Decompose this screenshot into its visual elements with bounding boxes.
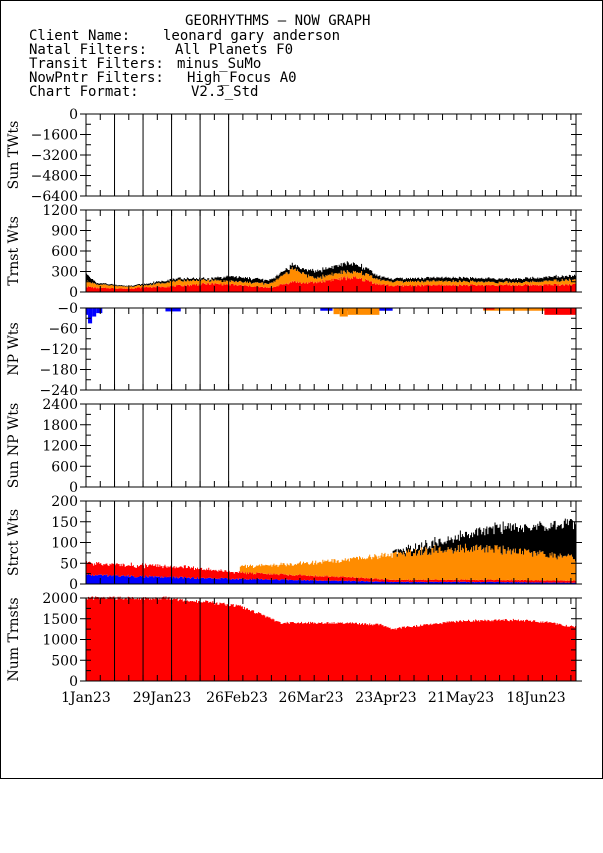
y-tick-label: 100 <box>51 536 78 552</box>
chart-format-label: Chart Format: <box>29 84 139 100</box>
series-orange-area <box>86 267 576 289</box>
y-tick-label: −4800 <box>31 169 78 185</box>
series-blue-bar <box>165 308 181 312</box>
series-orange-area <box>86 543 576 581</box>
x-tick-label: 29Jan23 <box>133 690 192 706</box>
series-blue-bar <box>88 308 93 324</box>
y-tick-label: 1000 <box>42 633 78 649</box>
y-tick-label: 1200 <box>42 439 78 455</box>
y-tick-label: 0 <box>69 107 78 123</box>
y-tick-label: 2400 <box>42 397 78 413</box>
panel-num: 2000 1500 1000 500 0 Num Trnsts <box>6 591 582 690</box>
y-tick-label: 600 <box>51 244 78 260</box>
y-tick-label: 0 <box>69 674 78 690</box>
y-tick-label: −120 <box>40 342 78 358</box>
panel-strct: 200 150 100 50 0 Strct Wts <box>6 494 582 593</box>
y-tick-label: 2000 <box>42 591 78 607</box>
panel-np: −0 −60 −120 −180 −240 NP Wts <box>6 301 582 399</box>
chart-frame: GEORHYTHMS – NOW GRAPH Client Name: leon… <box>0 0 603 779</box>
y-tick-label: −0 <box>57 301 78 317</box>
y-tick-label: −60 <box>48 322 78 338</box>
y-axis-label: NP Wts <box>6 322 22 375</box>
x-tick-label: 26Feb23 <box>206 690 268 706</box>
y-tick-label: 500 <box>51 653 78 669</box>
transit-filters-label: Transit Filters: <box>29 56 164 72</box>
series-red-area <box>86 561 576 583</box>
x-tick-label: 23Apr23 <box>355 690 416 706</box>
plot-area: 0 −1600 −3200 −4800 −6400 Sun TWts 1200 900 600 3… <box>6 107 582 706</box>
panel-sun-tw: 0 −1600 −3200 −4800 −6400 Sun TWts <box>6 107 582 205</box>
y-axis-label: Sun NP Wts <box>6 403 22 488</box>
y-tick-label: 600 <box>51 459 78 475</box>
series-black-area <box>86 518 576 574</box>
series-orange-bar <box>483 308 563 311</box>
now-graph: GEORHYTHMS – NOW GRAPH Client Name: leon… <box>6 13 582 706</box>
series-blue-bar <box>92 308 97 317</box>
y-tick-label: 0 <box>69 577 78 593</box>
panel-trnst: 1200 900 600 300 0 Trnst Wts <box>6 203 582 301</box>
y-tick-label: 1200 <box>42 203 78 219</box>
series-blue-bar <box>86 308 89 315</box>
series-orange-bar <box>333 308 340 315</box>
x-axis: 1Jan23 29Jan23 26Feb23 26Mar23 23Apr23 21May2… <box>61 690 565 706</box>
y-tick-label: −6400 <box>31 189 78 205</box>
y-tick-label: 0 <box>69 285 78 301</box>
y-tick-label: 150 <box>51 515 78 531</box>
y-tick-label: −240 <box>40 383 78 399</box>
y-tick-label: −3200 <box>31 148 78 164</box>
series-orange-bar <box>339 308 348 317</box>
series-blue-area <box>86 573 576 584</box>
natal-filters-value: All Planets F0 <box>175 42 293 58</box>
chart-header: GEORHYTHMS – NOW GRAPH Client Name: leon… <box>29 13 370 100</box>
client-name-value: leonard gary anderson <box>163 28 340 44</box>
y-tick-label: −1600 <box>31 128 78 144</box>
series-black-area <box>86 261 576 287</box>
series-blue-bar <box>320 308 333 311</box>
y-tick-label: 0 <box>69 480 78 496</box>
y-axis-label: Sun TWts <box>6 121 22 190</box>
y-tick-label: 900 <box>51 224 78 240</box>
y-tick-label: 200 <box>51 494 78 510</box>
x-tick-label: 1Jan23 <box>61 690 111 706</box>
y-tick-label: 300 <box>51 265 78 281</box>
client-name-label: Client Name: <box>29 28 130 44</box>
nowpntr-filters-value: High_Focus A0 <box>187 70 297 86</box>
series-blue-bar <box>96 308 103 314</box>
panel-border <box>85 113 577 197</box>
natal-filters-label: Natal Filters: <box>29 42 147 58</box>
y-tick-label: −180 <box>40 363 78 379</box>
panel-sun-np: 2400 1800 1200 600 0 Sun NP Wts <box>6 397 582 496</box>
panel-border <box>85 403 577 488</box>
x-tick-label: 18Jun23 <box>506 690 565 706</box>
nowpntr-filters-label: NowPntr Filters: <box>29 70 164 86</box>
x-tick-label: 21May23 <box>428 690 494 706</box>
series-red-bar <box>544 308 576 315</box>
chart-title: GEORHYTHMS – NOW GRAPH <box>185 13 370 29</box>
y-tick-label: 50 <box>60 556 78 572</box>
panel-border <box>85 307 577 391</box>
transit-filters-value: minus_SuMo <box>177 56 261 72</box>
series-orange-bar <box>347 308 380 315</box>
series-red-area <box>86 276 576 292</box>
y-axis-label: Num Trnsts <box>6 597 22 681</box>
x-tick-label: 26Mar23 <box>278 690 343 706</box>
chart-format-value: V2.3_Std <box>191 84 258 100</box>
y-axis-label: Strct Wts <box>6 509 22 576</box>
y-tick-label: 1800 <box>42 418 78 434</box>
series-red-area <box>86 596 576 681</box>
y-axis-label: Trnst Wts <box>6 216 22 286</box>
y-tick-label: 1500 <box>42 612 78 628</box>
series-red-bar <box>483 308 495 310</box>
